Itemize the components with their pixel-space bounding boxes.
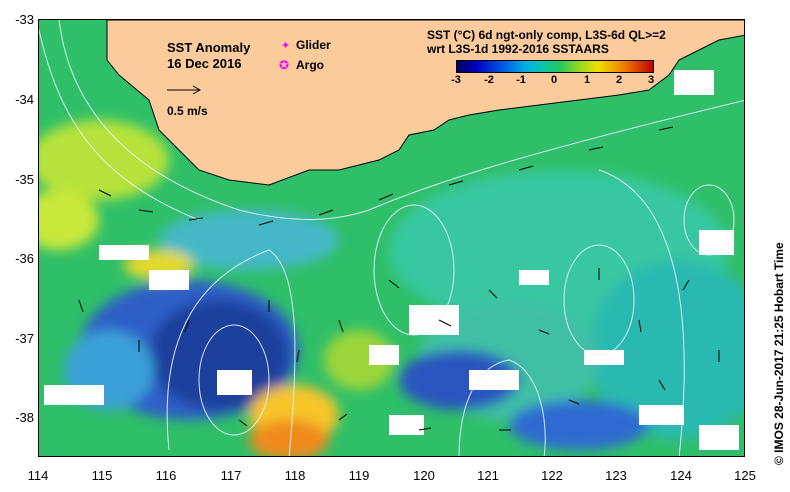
colorbar-tick: 0 <box>550 74 558 86</box>
colorbar <box>456 60 654 73</box>
lon-tick: 118 <box>284 468 306 483</box>
lat-tick: -37 <box>15 331 34 346</box>
lon-tick: 116 <box>155 468 177 483</box>
map-panel: SST Anomaly 16 Dec 2016 0.5 m/s ✦ Glider… <box>38 19 745 457</box>
lat-tick: -38 <box>15 410 34 425</box>
lon-tick: 115 <box>91 468 113 483</box>
colorbar-title-line1: SST (°C) 6d ngt-only comp, L3S-6d QL>=2 <box>427 28 666 42</box>
lon-tick: 114 <box>27 468 49 483</box>
lat-tick: -36 <box>15 251 34 266</box>
lon-tick: 125 <box>734 468 756 483</box>
glider-label: Glider <box>296 38 331 52</box>
colorbar-tick: 1 <box>583 74 591 86</box>
colorbar-tick: 2 <box>615 74 623 86</box>
lon-tick: 119 <box>348 468 370 483</box>
lon-tick: 124 <box>670 468 692 483</box>
ssh-contours <box>39 20 744 456</box>
scale-label: 0.5 m/s <box>167 104 208 118</box>
argo-marker-icon: ✪ <box>279 58 290 72</box>
lat-tick: -34 <box>15 92 34 107</box>
cloud-mask <box>44 70 739 450</box>
lon-tick: 123 <box>605 468 627 483</box>
velocity-vectors <box>78 126 720 431</box>
lon-tick: 117 <box>220 468 242 483</box>
colorbar-tick: -3 <box>451 74 461 86</box>
lon-tick: 121 <box>477 468 499 483</box>
colorbar-tick: 3 <box>647 74 655 86</box>
anomaly-field <box>39 120 744 456</box>
lon-tick: 122 <box>541 468 563 483</box>
credit-text: © IMOS 28-Jun-2017 21:25 Hobart Time <box>772 242 786 465</box>
lat-tick: -35 <box>15 172 34 187</box>
colorbar-title-line2: wrt L3S-1d 1992-2016 SSTAARS <box>427 42 609 56</box>
colorbar-tick: -1 <box>516 74 526 86</box>
colorbar-tick: -2 <box>484 74 494 86</box>
lat-tick: -33 <box>15 12 34 27</box>
sst-anomaly-map <box>39 20 744 456</box>
argo-label: Argo <box>296 58 324 72</box>
glider-marker-icon: ✦ <box>281 40 291 52</box>
lon-tick: 120 <box>413 468 435 483</box>
map-title: SST Anomaly <box>167 40 251 55</box>
scale-arrow-icon <box>167 85 202 95</box>
map-date: 16 Dec 2016 <box>167 56 242 71</box>
